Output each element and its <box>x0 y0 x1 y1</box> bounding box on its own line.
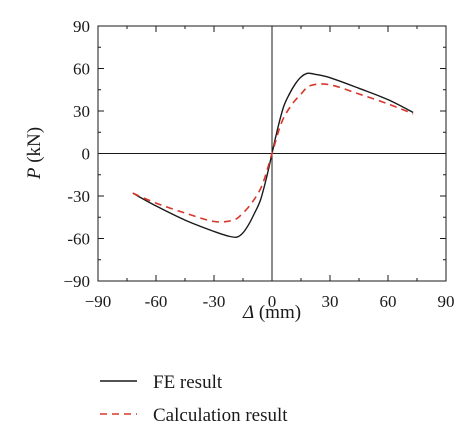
x-tick-label: 30 <box>322 292 339 311</box>
x-tick-label: 60 <box>380 292 397 311</box>
x-tick-label: −90 <box>85 292 112 311</box>
legend: FE result Calculation result <box>100 372 288 426</box>
x-tick-label: 0 <box>268 292 277 311</box>
x-tick-label: 90 <box>438 292 455 311</box>
y-tick-label: 90 <box>73 17 90 36</box>
y-tick-label: 60 <box>73 60 90 79</box>
y-tick-label: -30 <box>67 187 90 206</box>
x-axis-title: Δ (mm) <box>242 302 301 323</box>
y-tick-label: 30 <box>73 102 90 121</box>
y-tick-label: 0 <box>82 145 91 164</box>
series-layer <box>132 72 414 239</box>
series-line-fe-result <box>132 72 414 239</box>
y-tick-label: −90 <box>63 272 90 291</box>
y-tick-label: -60 <box>67 230 90 249</box>
tick-labels: −90 -60 -30 0 30 60 90 −90 -60 -30 0 30 60 90 <box>63 17 454 311</box>
legend-label-calculation-result: Calculation result <box>153 405 288 426</box>
series-line-calculation-result <box>132 83 414 223</box>
y-axis-title: P (kN) <box>24 127 45 180</box>
x-tick-label: -30 <box>203 292 226 311</box>
x-tick-label: -60 <box>145 292 168 311</box>
legend-label-fe-result: FE result <box>153 372 223 393</box>
